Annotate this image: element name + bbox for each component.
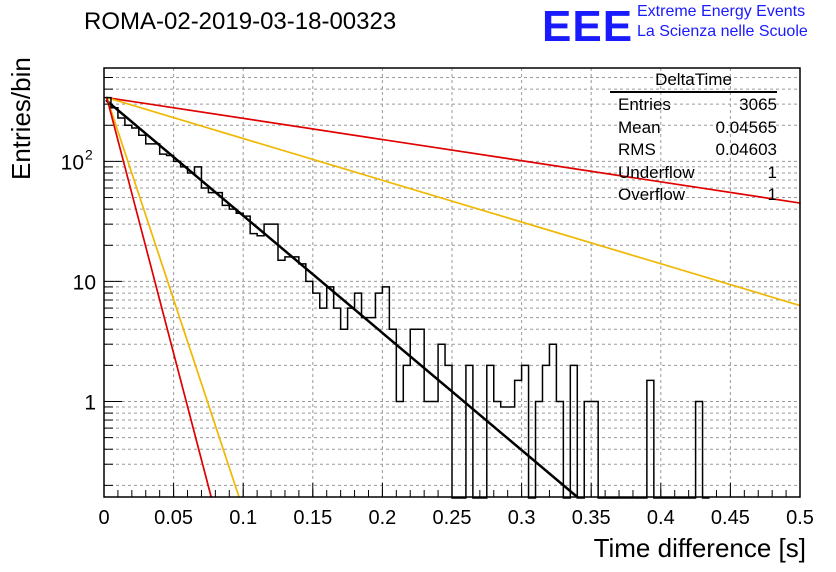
stats-value: 0.04603 — [715, 140, 777, 159]
stats-value: 3065 — [739, 95, 777, 114]
logo-subtitle-2: La Scienza nelle Scuole — [637, 23, 808, 40]
curve-orange-slow — [105, 96, 801, 307]
y-axis-label-wrap: Entries/bin — [6, 40, 36, 190]
stats-row: Overflow 1 — [610, 184, 777, 207]
x-tick-label: 0.4 — [647, 507, 675, 529]
stats-label: Entries — [618, 95, 671, 114]
stats-value: 0.04565 — [715, 117, 777, 137]
histogram — [104, 96, 710, 499]
y-tick-label: 10 — [61, 151, 84, 174]
x-tick-label: 0 — [98, 507, 109, 529]
stats-row: Entries 3065 — [610, 94, 777, 117]
stats-value: 1 — [767, 162, 777, 182]
x-tick-label: 0.2 — [368, 507, 396, 529]
y-axis-label: Entries/bin — [6, 57, 36, 180]
y-tick-exponent: 2 — [85, 146, 93, 162]
stats-value: 1 — [767, 185, 777, 204]
stats-row: RMS 0.04603 — [610, 139, 777, 162]
eee-logo: EEE — [542, 2, 634, 51]
x-tick-label: 0.5 — [786, 507, 814, 529]
stats-title: DeltaTime — [610, 70, 777, 93]
tick-labels: 0 0.05 0.1 0.15 0.2 0.25 0.3 0.35 0.4 0.45 0.5 1 10 1… — [61, 146, 814, 529]
y-tick-label: 10 — [73, 271, 96, 294]
x-tick-label: 0.3 — [508, 507, 536, 529]
histogram-outline — [104, 96, 710, 499]
stats-row: Underflow 1 — [610, 162, 777, 185]
x-tick-label: 0.1 — [229, 507, 257, 529]
y-tick-label: 1 — [84, 391, 96, 414]
stats-label: Overflow — [618, 185, 686, 204]
x-tick-label: 0.15 — [293, 507, 332, 529]
stats-box: DeltaTime Entries 3065 Mean 0.04565 RMS … — [610, 70, 777, 207]
stats-label: RMS — [618, 140, 656, 159]
stats-row: Mean 0.04565 — [610, 117, 777, 140]
curve-red-slow — [105, 96, 801, 204]
curve-red-fast — [105, 96, 213, 498]
x-tick-label: 0.35 — [572, 507, 611, 529]
x-tick-label: 0.05 — [154, 507, 193, 529]
stats-label: Underflow — [618, 162, 695, 182]
x-tick-label: 0.45 — [711, 507, 750, 529]
chart-title: ROMA-02-2019-03-18-00323 — [84, 8, 397, 35]
stats-label: Mean — [618, 117, 661, 137]
axis-ticks — [103, 67, 801, 497]
x-tick-label: 0.25 — [433, 507, 472, 529]
x-axis-label: Time difference [s] — [593, 533, 806, 563]
curve-orange-fast — [105, 96, 240, 498]
logo-subtitle-1: Extreme Energy Events — [637, 3, 806, 20]
